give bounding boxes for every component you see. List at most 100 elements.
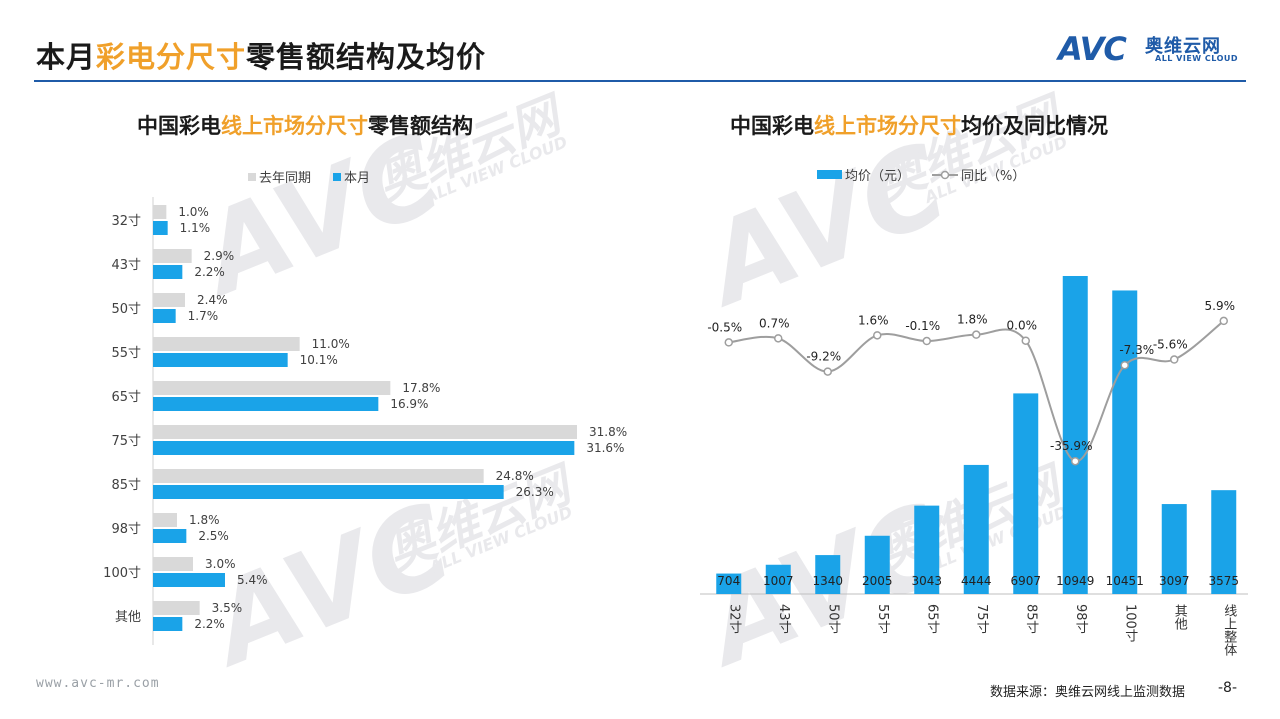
data-label: 11.0% [312,337,350,351]
bar-last-year [153,601,200,615]
page-title-part: 本月 [36,40,97,74]
bar-avg-price [815,555,841,594]
bar-this-month [153,353,288,367]
data-label: 31.8% [589,425,627,439]
yoy-label: 5.9% [1205,299,1236,313]
data-source: 数据来源：奥维云网线上监测数据 [990,685,1186,700]
x-tick-label: 98寸 [1073,604,1089,634]
x-tick-label: 85寸 [1023,604,1039,634]
yoy-label: -9.2% [806,350,841,364]
data-label: 1.0% [178,205,209,219]
data-label: 10.1% [300,353,338,367]
right-chart-title: 中国彩电线上市场分尺寸均价及同比情况 [730,110,1108,140]
legend-swatch-this-month [333,172,342,181]
watermark-cn: 奥维云网 [368,87,568,212]
data-label: 1.7% [188,309,219,323]
bar-this-month [153,617,183,631]
bar-value-label: 4444 [961,574,992,588]
bar-value-label: 3575 [1208,574,1239,588]
chart-title-part: 中国彩电 [137,114,221,138]
yoy-point [1021,336,1030,345]
right-chart-legend: 均价（元） 同比（%） [817,165,1025,184]
bar-this-month [153,485,504,499]
bar-last-year [153,469,484,483]
bar-avg-price [1013,393,1039,594]
data-label: 2.4% [197,293,228,307]
data-label: 3.0% [205,557,236,571]
legend-swatch-avg-price [817,170,842,179]
x-tick-label: 线上整体 [1221,604,1237,656]
bar-this-month [153,265,183,279]
bar-this-month [153,221,168,235]
logo-name-cn: 奥维云网 [1145,36,1221,57]
bar-value-label: 3097 [1159,574,1190,588]
yoy-label: -5.6% [1153,338,1188,352]
yoy-point [1170,355,1179,364]
bar-last-year [153,249,192,263]
left-chart-legend: 去年同期 本月 [248,167,370,186]
category-label: 98寸 [111,522,141,537]
legend-label-avg-price: 均价（元） [845,169,911,184]
yoy-label: -0.5% [707,320,742,334]
yoy-point [873,331,882,340]
x-tick-label: 55寸 [875,604,891,634]
legend-swatch-last-year [248,172,256,181]
x-tick-label: 100寸 [1122,604,1138,642]
bar-value-label: 2005 [862,574,893,588]
yoy-point [1071,456,1080,466]
yoy-label: -0.1% [905,319,940,333]
data-label: 1.1% [180,221,211,235]
x-tick-label: 32寸 [726,604,742,634]
bar-value-label: 6907 [1010,574,1041,588]
yoy-label: -7.3% [1119,343,1154,357]
yoy-point [823,367,832,376]
bar-this-month [153,529,187,543]
category-label: 55寸 [111,346,141,361]
category-label: 75寸 [111,434,141,449]
bar-value-label: 1340 [812,574,843,588]
yoy-line [728,320,1225,463]
x-tick-label: 50寸 [825,604,841,634]
chart-title-highlight: 线上市场分尺寸 [221,114,368,138]
bar-avg-price [1112,290,1138,594]
data-label: 31.6% [586,441,624,455]
yoy-label: 1.6% [858,313,889,327]
data-label: 24.8% [496,469,534,483]
yoy-point [774,334,783,343]
bar-this-month [153,397,379,411]
page-title-part: 零售额结构及均价 [246,40,487,74]
category-label: 其他 [115,610,141,625]
logo-mark: AVC [1058,30,1127,68]
chart-title-part: 中国彩电 [730,114,814,138]
bar-value-label: 1007 [763,574,794,588]
bar-this-month [153,309,176,323]
bar-avg-price [1062,276,1088,594]
data-label: 16.9% [390,397,428,411]
watermark-cn: 奥维云网 [868,87,1068,212]
legend-label-yoy: 同比（%） [961,169,1026,184]
left-bar-chart: 32寸 1.0% 1.1% 43寸 2.9% 2.2% 50寸 2.4% 1.7% 55寸 11.0… [103,197,627,645]
data-label: 1.8% [189,513,220,527]
data-label: 5.4% [237,573,268,587]
bar-avg-price [765,564,791,594]
bar-this-month [153,441,575,455]
legend-label-last-year: 去年同期 [259,171,312,186]
category-label: 50寸 [111,302,141,317]
bar-this-month [153,573,225,587]
bar-value-label: 3043 [911,574,942,588]
page-title: 本月彩电分尺寸零售额结构及均价 [36,34,486,76]
yoy-label: 1.8% [957,313,988,327]
category-label: 32寸 [111,214,141,229]
x-tick-label: 43寸 [776,604,792,634]
x-tick-label: 75寸 [974,604,990,634]
header-divider [34,80,1246,82]
yoy-point [1120,360,1129,370]
bar-last-year [153,425,577,439]
yoy-point [1219,316,1228,326]
bar-last-year [153,205,167,219]
left-chart-title: 中国彩电线上市场分尺寸零售额结构 [137,110,473,140]
category-label: 43寸 [111,258,141,273]
bar-value-label: 10451 [1106,574,1144,588]
bar-last-year [153,557,193,571]
data-label: 26.3% [516,485,554,499]
